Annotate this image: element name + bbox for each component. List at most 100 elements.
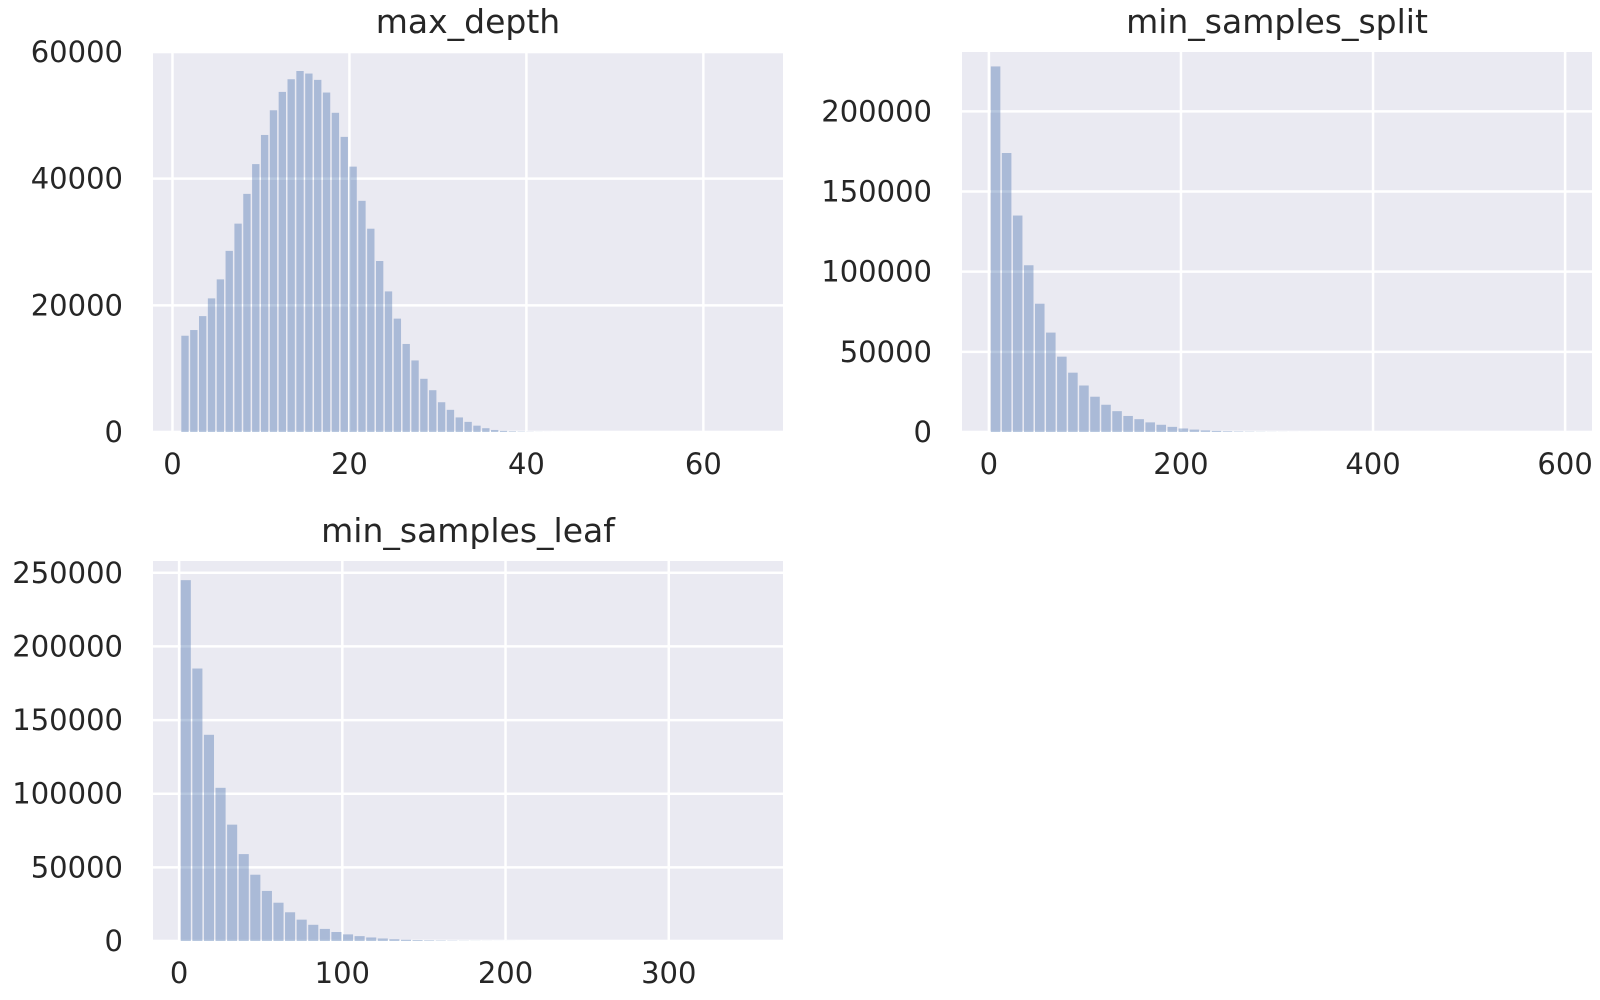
histogram-bar <box>377 938 388 941</box>
plot-area <box>962 52 1592 432</box>
histogram-bar <box>308 924 319 941</box>
histogram-bar <box>1156 424 1167 432</box>
histogram-bar <box>366 937 377 941</box>
histogram-bar <box>285 912 296 941</box>
histogram-bar <box>331 112 340 433</box>
x-tick-label: 20 <box>331 447 368 481</box>
histogram-bar <box>412 940 423 941</box>
histogram-bar <box>287 79 295 432</box>
histogram-bar <box>400 939 412 941</box>
histogram-bar <box>1034 303 1045 432</box>
histogram-bar <box>393 318 402 432</box>
histogram-bar <box>1200 430 1211 432</box>
histogram-bar <box>1134 419 1144 432</box>
y-tick-label: 150000 <box>12 703 123 737</box>
histogram-bar <box>1012 215 1023 432</box>
histogram-bar <box>1145 422 1155 432</box>
x-tick-label: 0 <box>163 447 181 481</box>
y-tick-label: 200000 <box>12 629 123 663</box>
histogram-bar <box>1222 431 1233 432</box>
x-tick-label: 100 <box>315 956 370 990</box>
y-tick-label: 60000 <box>31 35 123 69</box>
histogram-bar <box>216 279 225 432</box>
histogram-bar <box>1068 372 1078 432</box>
histogram-bar <box>437 402 446 432</box>
histogram-bar <box>215 787 226 941</box>
histogram-bar <box>314 79 322 432</box>
histogram-bar <box>1101 404 1111 432</box>
chart-panel-min_samples_leaf: 0 100 200 300 0 50000 100000 150000 200000 250000… <box>12 511 783 990</box>
histogram-bar <box>402 343 410 432</box>
chart-panel-max_depth: 0 20 40 60 0 20000 40000 60000 max_depth <box>31 2 783 481</box>
y-tick-label: 0 <box>914 415 932 449</box>
histogram-bar <box>1001 153 1012 432</box>
histogram-bar <box>358 200 366 432</box>
histogram-bar <box>499 430 508 432</box>
histogram-bar <box>464 421 472 432</box>
x-tick-label: 0 <box>980 447 998 481</box>
x-tick-label: 400 <box>1345 447 1400 481</box>
histogram-bar <box>261 890 272 941</box>
histogram-bar <box>482 428 490 432</box>
histogram-bar <box>990 66 1001 432</box>
histogram-bar <box>234 223 242 432</box>
y-tick-label: 150000 <box>821 174 932 208</box>
histogram-bar <box>340 136 348 432</box>
histogram-bar <box>508 431 517 432</box>
histogram-bar <box>420 378 428 432</box>
y-tick-label: 0 <box>105 924 123 958</box>
histogram-bar <box>384 291 393 432</box>
histogram-bar <box>305 73 313 433</box>
plot-area <box>153 52 783 432</box>
histogram-bar <box>1123 415 1133 432</box>
y-tick-label: 40000 <box>31 162 123 196</box>
histogram-bar <box>342 934 354 941</box>
y-tick-label: 50000 <box>31 850 123 884</box>
x-tick-label: 0 <box>170 956 188 990</box>
histogram-bar <box>455 417 463 432</box>
plot-area <box>153 561 783 941</box>
x-tick-label: 200 <box>478 956 533 990</box>
histogram-bar <box>192 668 203 941</box>
histogram-bar <box>238 854 249 941</box>
histogram-bar <box>367 228 375 432</box>
y-tick-label: 50000 <box>840 335 932 369</box>
histogram-bar <box>354 936 365 941</box>
histogram-bar <box>1046 332 1056 432</box>
histogram-bar <box>252 164 260 432</box>
histogram-bar <box>1057 356 1067 432</box>
histogram-bar <box>296 71 304 432</box>
x-tick-label: 600 <box>1537 447 1592 481</box>
histogram-bar <box>278 91 286 433</box>
histogram-bar <box>227 824 238 941</box>
histogram-bar <box>296 919 307 941</box>
histogram-bar <box>491 429 499 432</box>
histogram-bar <box>180 580 191 941</box>
y-tick-label: 20000 <box>31 288 123 322</box>
chart-title: max_depth <box>376 2 560 41</box>
histogram-bar <box>1112 411 1122 432</box>
histogram-bar <box>190 330 198 432</box>
chart-panel-min_samples_split: 0 200 400 600 0 50000 100000 150000 200000 min_sa… <box>821 2 1593 481</box>
histogram-bar <box>1178 428 1189 432</box>
chart-title: min_samples_split <box>1126 2 1428 41</box>
histogram-bar <box>243 193 251 432</box>
histogram-bar <box>411 360 419 432</box>
x-tick-label: 300 <box>641 956 696 990</box>
y-tick-label: 200000 <box>821 94 932 128</box>
histogram-bar <box>322 92 331 433</box>
histogram-bar <box>473 425 481 432</box>
histogram-bar <box>1211 430 1222 432</box>
histogram-bar <box>319 928 330 941</box>
histogram-bar <box>429 390 437 432</box>
y-tick-label: 100000 <box>821 255 932 289</box>
histogram-bar <box>389 939 400 941</box>
y-tick-label: 100000 <box>12 777 123 811</box>
x-tick-label: 200 <box>1153 447 1208 481</box>
histogram-bar <box>331 932 342 941</box>
chart-title: min_samples_leaf <box>321 511 616 550</box>
histogram-bar <box>1167 426 1178 432</box>
histogram-bar <box>269 110 278 433</box>
histogram-bar <box>349 166 357 432</box>
x-tick-label: 40 <box>508 447 545 481</box>
